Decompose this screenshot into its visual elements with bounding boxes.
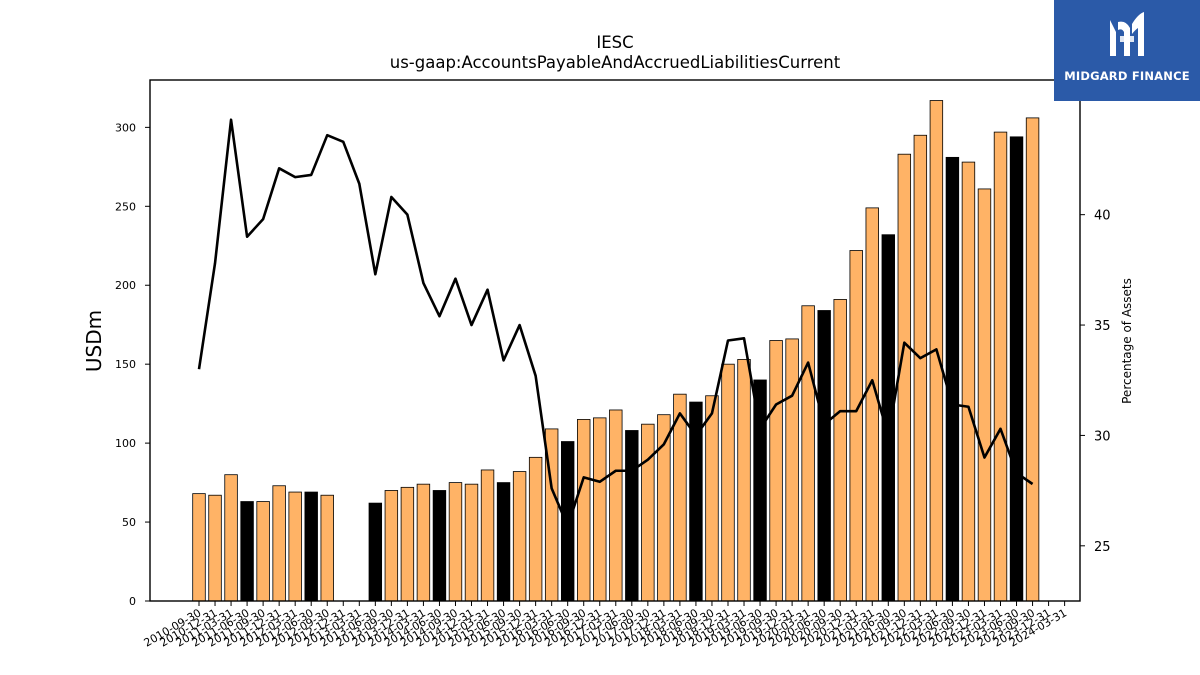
y-axis-right-label: Percentage of Assets xyxy=(1120,278,1134,404)
y-left-tick-label: 50 xyxy=(122,516,136,529)
bar-2019-06-30 xyxy=(753,379,767,602)
y-left-tick-label: 300 xyxy=(115,121,136,134)
bar-2012-03-31 xyxy=(288,491,302,602)
bar-2015-12-31 xyxy=(528,456,543,602)
bar-2017-06-30 xyxy=(625,430,639,602)
bar-2014-12-31 xyxy=(464,483,479,602)
y-left-tick-label: 0 xyxy=(129,595,136,608)
bar-2013-06-30 xyxy=(368,502,383,602)
bar-2023-03-31 xyxy=(993,131,1008,602)
bar-2016-06-30 xyxy=(560,441,575,602)
chart-title: IESC xyxy=(596,33,633,52)
bar-2010-12-31 xyxy=(208,494,222,602)
percentage-of-assets-line xyxy=(197,118,1034,528)
bar-2021-09-30 xyxy=(897,153,912,602)
midgard-m-logo-icon xyxy=(1110,12,1144,57)
bar-2014-09-30 xyxy=(448,482,463,602)
bar-2023-09-30 xyxy=(1025,117,1040,602)
y-left-tick-label: 250 xyxy=(115,200,136,213)
bar-2012-09-30 xyxy=(320,494,334,602)
bar-2019-09-30 xyxy=(769,340,783,602)
bar-2015-03-31 xyxy=(480,469,495,602)
bar-2022-09-30 xyxy=(961,161,976,602)
bar-2019-03-31 xyxy=(737,359,751,602)
bar-2016-09-30 xyxy=(577,419,591,602)
bar-2010-09-30 xyxy=(192,493,206,602)
bar-2011-06-30 xyxy=(240,501,254,602)
bar-2015-06-30 xyxy=(496,482,511,602)
bar-2018-06-30 xyxy=(689,401,703,602)
bar-2021-12-31 xyxy=(913,134,928,602)
bar-2021-03-31 xyxy=(865,207,879,602)
bar-2012-06-30 xyxy=(304,491,318,602)
y-right-tick-label: 35 xyxy=(1094,319,1111,334)
bar-2022-06-30 xyxy=(945,156,960,602)
bar-2019-12-31 xyxy=(785,338,799,602)
bar-2016-12-31 xyxy=(593,417,607,602)
y-left-tick-label: 150 xyxy=(115,358,136,371)
plot-frame xyxy=(149,79,1081,602)
bar-2022-12-31 xyxy=(977,188,992,602)
axes xyxy=(145,79,1085,606)
y-left-tick-label: 200 xyxy=(115,279,136,292)
bar-2017-09-30 xyxy=(641,423,655,602)
bar-2011-03-31 xyxy=(224,474,238,602)
bar-2020-12-31 xyxy=(849,250,863,602)
bar-2020-06-30 xyxy=(817,310,831,602)
bar-2020-09-30 xyxy=(833,299,847,602)
bar-2018-03-31 xyxy=(673,393,687,602)
bar-2014-03-31 xyxy=(416,483,431,602)
bar-2013-09-30 xyxy=(384,490,399,602)
y-right-tick-label: 30 xyxy=(1094,429,1111,444)
y-left-tick-label: 100 xyxy=(115,437,136,450)
brand-name: MIDGARD FINANCE xyxy=(1064,69,1190,83)
bar-2011-12-31 xyxy=(272,485,286,602)
chart-subtitle: us-gaap:AccountsPayableAndAccruedLiabili… xyxy=(390,53,841,72)
y-axis-left-label: USDm xyxy=(82,310,106,372)
bar-2023-06-30 xyxy=(1009,136,1024,602)
tick-labels: 050100150200250300253035402010-09-302010… xyxy=(115,121,1111,649)
bar-2018-12-31 xyxy=(721,363,735,602)
brand-logo-panel: MIDGARD FINANCE xyxy=(1054,0,1200,101)
bar-2011-09-30 xyxy=(256,501,270,602)
y-right-tick-label: 40 xyxy=(1094,209,1111,224)
bar-2017-03-31 xyxy=(609,409,623,602)
bar-2018-09-30 xyxy=(705,395,719,602)
bar-2014-06-30 xyxy=(432,490,447,602)
y-right-tick-label: 25 xyxy=(1094,540,1111,555)
bar-2013-12-31 xyxy=(400,486,415,602)
line-series xyxy=(197,118,1034,528)
bar-2015-09-30 xyxy=(512,471,527,602)
bar-2020-03-31 xyxy=(801,305,815,602)
